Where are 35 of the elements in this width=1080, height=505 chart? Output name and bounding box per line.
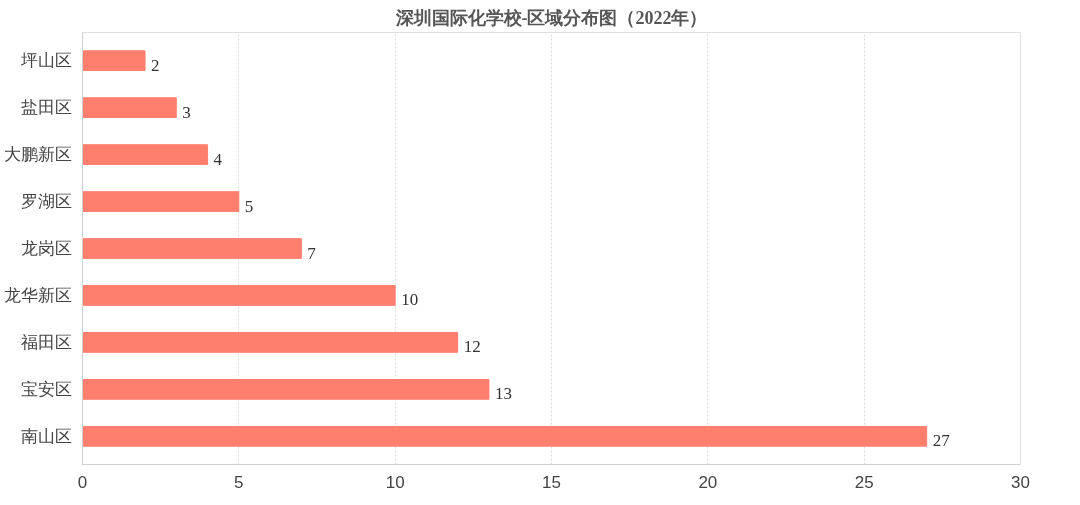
y-tick-label: 坪山区 bbox=[19, 51, 72, 71]
bar bbox=[82, 144, 209, 165]
data-label: 3 bbox=[182, 102, 191, 122]
y-tick-label: 大鹏新区 bbox=[3, 145, 72, 165]
bar bbox=[82, 191, 240, 212]
x-tick-label: 0 bbox=[77, 472, 88, 492]
bar bbox=[82, 97, 177, 118]
y-tick-label: 盐田区 bbox=[20, 98, 72, 118]
bar bbox=[82, 379, 490, 400]
x-tick-label: 30 bbox=[1011, 472, 1030, 492]
data-label: 27 bbox=[932, 431, 951, 451]
bar bbox=[82, 50, 146, 72]
data-label: 13 bbox=[494, 384, 512, 404]
y-tick-label: 龙华新区 bbox=[3, 285, 72, 305]
x-tick-label: 5 bbox=[234, 472, 244, 492]
bar bbox=[82, 425, 928, 447]
bar bbox=[82, 238, 302, 259]
data-label: 5 bbox=[244, 196, 254, 216]
y-tick-label: 龙岗区 bbox=[20, 239, 72, 258]
bar bbox=[82, 285, 396, 306]
x-tick-label: 25 bbox=[854, 472, 874, 492]
x-tick-label: 15 bbox=[542, 472, 561, 492]
y-tick-label: 罗湖区 bbox=[20, 192, 72, 212]
data-label: 4 bbox=[213, 149, 223, 169]
data-label: 12 bbox=[463, 337, 481, 357]
y-tick-label: 福田区 bbox=[20, 332, 72, 352]
x-tick-label: 20 bbox=[698, 472, 718, 492]
bar bbox=[82, 332, 459, 353]
y-tick-label: 南山区 bbox=[20, 426, 72, 446]
data-label: 2 bbox=[151, 55, 160, 75]
y-tick-label: 宝安区 bbox=[20, 379, 72, 399]
x-tick-label: 10 bbox=[385, 472, 405, 492]
data-label: 7 bbox=[307, 243, 317, 263]
data-label: 10 bbox=[401, 290, 419, 310]
chart-title: 深圳国际化学校-区域分布图（2022年） bbox=[394, 7, 708, 28]
